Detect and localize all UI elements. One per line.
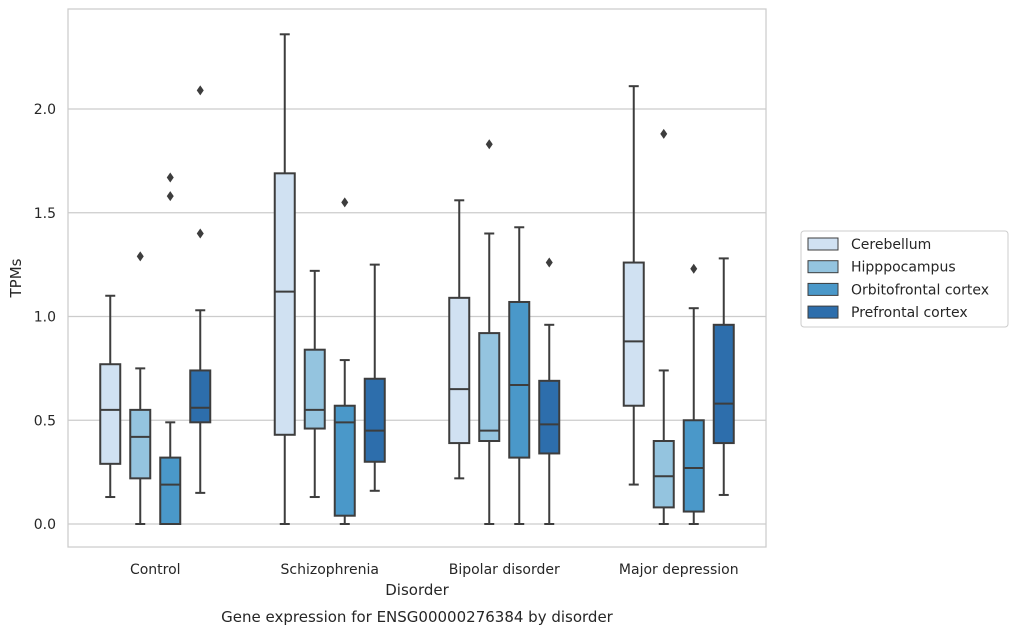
legend: Cerebellum Hipppocampus Orbitofrontal cort…	[800, 230, 1009, 328]
box-body	[478, 332, 501, 443]
box-body	[273, 172, 296, 436]
box-body	[508, 300, 531, 459]
plot-frame	[67, 8, 767, 548]
chart-caption: Gene expression for ENSG00000276384 by d…	[221, 608, 614, 626]
box-cerebellum	[99, 294, 122, 499]
outlier-point	[545, 257, 553, 268]
box-orbitofrontal-cortex	[333, 197, 356, 525]
y-tick-label: 0.0	[34, 517, 56, 533]
legend-label: Orbitofrontal cortex	[851, 282, 989, 298]
legend-swatch	[807, 305, 839, 319]
box-prefrontal-cortex	[363, 263, 386, 492]
box-body	[538, 379, 561, 455]
box-body	[363, 377, 386, 463]
box-body	[448, 296, 471, 445]
box-body	[129, 408, 152, 480]
outlier-point	[485, 139, 493, 150]
box-prefrontal-cortex	[538, 257, 561, 525]
box-orbitofrontal-cortex	[682, 263, 705, 525]
outlier-point	[690, 263, 698, 274]
box-prefrontal-cortex	[712, 257, 735, 496]
box-hipppocampus	[478, 139, 501, 525]
box-hipppocampus	[129, 251, 152, 525]
gridlines	[68, 108, 766, 525]
box-body	[622, 261, 645, 407]
box-body	[189, 369, 212, 424]
x-tick-label: Control	[130, 562, 181, 578]
box-hipppocampus	[303, 269, 326, 499]
legend-swatch	[807, 282, 839, 296]
y-tick-labels: 0.0 0.5 1.0 1.5 2.0	[34, 102, 56, 533]
box-cerebellum	[273, 33, 296, 525]
box-body	[652, 440, 675, 509]
box-body	[159, 456, 182, 526]
box-body	[712, 323, 735, 445]
legend-label: Cerebellum	[851, 237, 931, 253]
boxes-layer	[99, 33, 735, 526]
outlier-point	[660, 128, 668, 139]
box-cerebellum	[448, 199, 471, 480]
legend-swatch	[807, 260, 839, 274]
box-prefrontal-cortex	[189, 85, 212, 494]
x-axis-label: Disorder	[385, 581, 449, 599]
box-body	[682, 419, 705, 513]
outlier-point	[166, 191, 174, 202]
outlier-point	[196, 85, 204, 96]
legend-label: Prefrontal cortex	[851, 305, 968, 321]
x-tick-label: Major depression	[619, 562, 739, 578]
outlier-point	[166, 172, 174, 183]
x-tick-label: Schizophrenia	[281, 562, 379, 578]
y-tick-label: 2.0	[34, 102, 56, 118]
legend-label: Hipppocampus	[851, 260, 956, 276]
x-tick-labels: Control Schizophrenia Bipolar disorder Majo…	[130, 562, 739, 578]
box-body	[333, 404, 356, 517]
box-hipppocampus	[652, 128, 675, 525]
box-orbitofrontal-cortex	[159, 172, 182, 526]
y-tick-label: 0.5	[34, 413, 56, 429]
outlier-point	[136, 251, 144, 262]
box-cerebellum	[622, 85, 645, 486]
outlier-point	[341, 197, 349, 208]
y-tick-label: 1.0	[34, 310, 56, 326]
box-body	[303, 348, 326, 430]
y-axis-label: TPMs	[7, 258, 25, 298]
outlier-point	[196, 228, 204, 239]
legend-swatch	[807, 237, 839, 251]
x-tick-label: Bipolar disorder	[449, 562, 560, 578]
y-tick-label: 1.5	[34, 206, 56, 222]
box-orbitofrontal-cortex	[508, 226, 531, 525]
legend-frame	[800, 230, 1009, 328]
box-body	[99, 363, 122, 465]
